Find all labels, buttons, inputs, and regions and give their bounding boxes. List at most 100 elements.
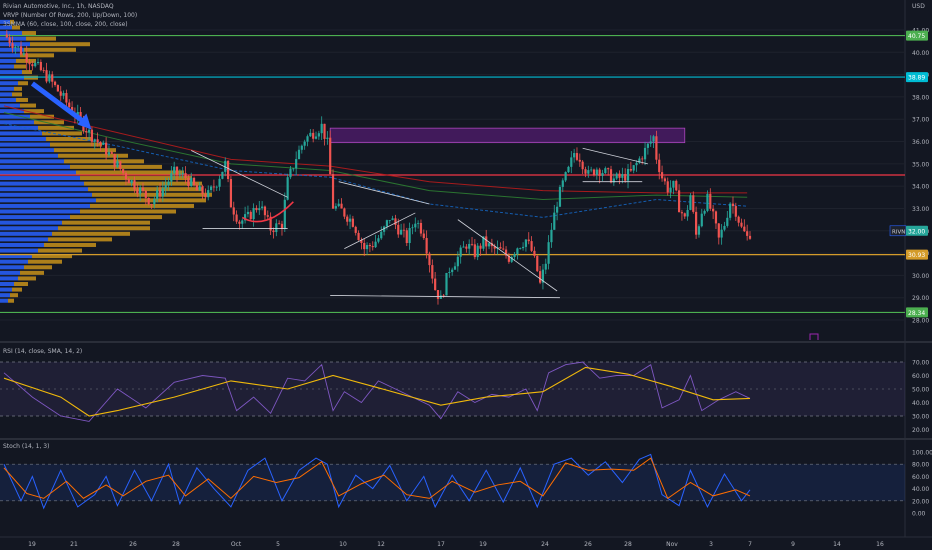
candle-body bbox=[462, 246, 465, 248]
trend-line bbox=[457, 219, 558, 292]
candle-body bbox=[575, 153, 579, 160]
candle-body bbox=[31, 64, 34, 67]
candle-body bbox=[215, 186, 218, 188]
price-tick-label: 29.00 bbox=[912, 295, 929, 302]
volume-profile-down-bar bbox=[48, 237, 112, 242]
candle-body bbox=[53, 81, 57, 86]
volume-profile-up-bar bbox=[0, 58, 16, 63]
candle-body bbox=[550, 229, 553, 243]
stoch-indicator-label[interactable]: Stoch (14, 1, 3) bbox=[3, 443, 50, 450]
candle-body bbox=[65, 93, 68, 103]
volume-profile-down-bar bbox=[20, 270, 44, 275]
volume-profile-down-bar bbox=[26, 36, 56, 41]
candle-body bbox=[493, 246, 496, 249]
candle-body bbox=[641, 158, 644, 160]
candle-body bbox=[507, 255, 510, 262]
candle-body bbox=[731, 203, 735, 207]
candle-body bbox=[692, 195, 695, 212]
candle-body bbox=[133, 180, 136, 190]
candle-body bbox=[405, 230, 408, 244]
candle-body bbox=[139, 187, 142, 194]
candle-body bbox=[22, 53, 25, 55]
arrow-head bbox=[77, 113, 92, 130]
candle-body bbox=[564, 172, 567, 181]
candle-body bbox=[487, 243, 491, 247]
volume-profile-down-bar bbox=[54, 148, 116, 153]
price-level-tag-label: 28.34 bbox=[908, 310, 925, 317]
candle-body bbox=[652, 136, 655, 142]
candle-body bbox=[746, 231, 749, 236]
candle-body bbox=[11, 43, 14, 48]
candle-body bbox=[385, 220, 389, 227]
volume-profile-down-bar bbox=[14, 86, 22, 91]
volume-profile-up-bar bbox=[0, 254, 32, 259]
candle-body bbox=[680, 212, 684, 214]
volume-profile-up-bar bbox=[0, 282, 14, 287]
candle-body bbox=[124, 172, 128, 180]
candle-body bbox=[275, 223, 278, 233]
candle-body bbox=[431, 265, 434, 279]
candle-body bbox=[743, 226, 746, 232]
candle-body bbox=[626, 168, 630, 181]
candle-body bbox=[482, 236, 485, 249]
candle-body bbox=[436, 290, 440, 299]
smma-indicator-label[interactable]: 3SMMA (60, close, 100, close, 200, close… bbox=[3, 21, 128, 28]
candle-body bbox=[303, 141, 306, 146]
candle-body bbox=[141, 187, 145, 191]
current-price-tag bbox=[906, 225, 928, 236]
candle-body bbox=[42, 70, 45, 71]
candle-body bbox=[261, 206, 264, 209]
candle-body bbox=[615, 173, 618, 179]
candle-body bbox=[663, 178, 667, 182]
stoch-tick-label: 40.00 bbox=[912, 486, 929, 493]
curve-drawing bbox=[241, 201, 294, 223]
volume-profile-down-bar bbox=[88, 187, 202, 192]
arrow-shaft bbox=[30, 81, 85, 124]
volume-profile-up-bar bbox=[0, 53, 20, 58]
candle-body bbox=[354, 226, 357, 233]
candle-body bbox=[465, 246, 468, 249]
volume-profile-down-bar bbox=[14, 282, 28, 287]
volume-profile-up-bar bbox=[0, 31, 22, 36]
volume-profile-down-bar bbox=[12, 25, 20, 30]
time-tick-label: 28 bbox=[624, 541, 632, 548]
candle-body bbox=[726, 217, 729, 226]
vrvp-indicator-label[interactable]: VRVP (Number Of Rows, 200, Up/Down, 100) bbox=[3, 12, 138, 19]
candle-body bbox=[439, 295, 442, 299]
candle-body bbox=[737, 216, 740, 223]
candle-body bbox=[255, 207, 258, 211]
volume-profile-up-bar bbox=[0, 86, 14, 91]
price-tick-label: 38.00 bbox=[912, 94, 929, 101]
volume-profile-up-bar bbox=[0, 242, 44, 247]
volume-profile-down-bar bbox=[34, 120, 64, 125]
candle-body bbox=[748, 235, 752, 239]
candle-body bbox=[249, 211, 252, 220]
candle-body bbox=[252, 207, 255, 220]
candle-body bbox=[278, 223, 281, 225]
volume-profile-down-bar bbox=[30, 114, 54, 119]
candle-body bbox=[136, 189, 139, 194]
candle-body bbox=[402, 229, 406, 231]
candle-body bbox=[51, 74, 54, 82]
rsi-series-line bbox=[3, 361, 751, 422]
candle-body bbox=[99, 142, 102, 145]
time-tick-label: 10 bbox=[339, 541, 347, 548]
trend-line bbox=[338, 181, 430, 205]
volume-profile-up-bar bbox=[0, 259, 28, 264]
volume-profile-down-bar bbox=[20, 103, 36, 108]
candle-body bbox=[451, 269, 454, 273]
volume-profile-down-bar bbox=[52, 231, 130, 236]
candle-body bbox=[87, 129, 91, 133]
candle-body bbox=[510, 256, 513, 262]
volume-profile-up-bar bbox=[0, 209, 80, 214]
price-level-tag-label: 30.93 bbox=[908, 252, 925, 259]
rsi-indicator-label[interactable]: RSI (14, close, SMA, 14, 2) bbox=[3, 348, 83, 355]
time-tick-label: 16 bbox=[876, 541, 884, 548]
volume-profile-up-bar bbox=[0, 92, 12, 97]
price-level-tag bbox=[906, 72, 928, 83]
candle-body bbox=[116, 161, 119, 167]
candle-body bbox=[677, 190, 681, 213]
time-tick-label: 14 bbox=[833, 541, 841, 548]
candle-body bbox=[425, 238, 428, 254]
